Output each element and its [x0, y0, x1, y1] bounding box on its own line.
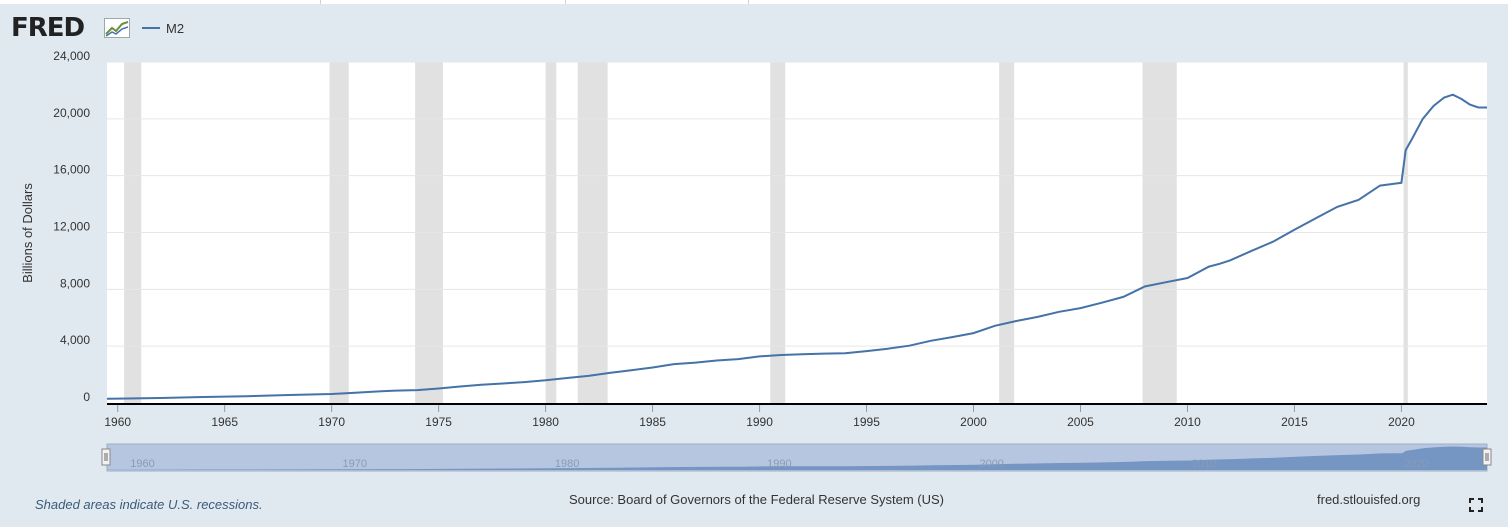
navigator-labels: 1960 1970 1980 1990 2000 2010 2020: [130, 458, 1428, 470]
source-text: Source: Board of Governors of the Federa…: [569, 492, 944, 507]
x-axis-ticks: 1960 1965 1970 1975 1980 1985 1990 1995 2000 2005…: [104, 404, 1415, 429]
fred-logo[interactable]: FRED: [11, 13, 85, 43]
y-tick-label: 20,000: [53, 106, 90, 120]
x-tick-label: 1960: [104, 415, 131, 429]
y-tick-label: 24,000: [53, 49, 90, 63]
site-link[interactable]: fred.stlouisfed.org: [1317, 492, 1421, 507]
x-tick-label: 2020: [1388, 415, 1415, 429]
grid-lines: [107, 61, 1487, 347]
top-strip: [0, 0, 1508, 4]
navigator-year-label: 2020: [1404, 458, 1428, 470]
x-tick-label: 2005: [1067, 415, 1094, 429]
x-tick-label: 1985: [639, 415, 666, 429]
navigator-left-handle[interactable]: [101, 448, 111, 466]
x-tick-label: 2010: [1174, 415, 1201, 429]
navigator-right-handle[interactable]: [1482, 448, 1492, 466]
navigator-year-label: 1990: [767, 458, 791, 470]
legend[interactable]: M2: [142, 20, 184, 36]
navigator-year-label: 2000: [979, 458, 1003, 470]
x-tick-label: 2015: [1281, 415, 1308, 429]
navigator-year-label: 1960: [130, 458, 154, 470]
y-axis-label: Billions of Dollars: [20, 183, 35, 283]
navigator-year-label: 2010: [1192, 458, 1216, 470]
chart-line-icon[interactable]: [104, 18, 130, 38]
y-tick-label: 12,000: [53, 220, 90, 234]
y-axis-ticks: 0 4,000 8,000 12,000 16,000 20,000 24,000: [53, 49, 90, 404]
navigator-series-area: [107, 446, 1487, 470]
series-line-m2[interactable]: [106, 93, 1487, 400]
x-tick-label: 1995: [853, 415, 880, 429]
y-tick-label: 8,000: [60, 276, 90, 290]
x-tick-label: 1965: [211, 415, 238, 429]
legend-swatch: [142, 27, 160, 29]
top-divider: [565, 0, 566, 4]
navigator-year-label: 1970: [343, 458, 367, 470]
x-tick-label: 1990: [746, 415, 773, 429]
top-divider: [320, 0, 321, 4]
x-tick-label: 1980: [532, 415, 559, 429]
recession-note: Shaded areas indicate U.S. recessions.: [35, 497, 263, 512]
navigator-year-label: 1980: [555, 458, 579, 470]
chart-area[interactable]: 0 4,000 8,000 12,000 16,000 20,000 24,000 1960…: [0, 40, 1508, 480]
legend-label: M2: [166, 20, 185, 36]
x-tick-label: 1975: [425, 415, 452, 429]
navigator[interactable]: 1960 1970 1980 1990 2000 2010 2020: [101, 443, 1492, 472]
y-tick-label: 4,000: [60, 333, 90, 347]
x-tick-label: 2000: [960, 415, 987, 429]
top-divider: [748, 0, 749, 4]
fullscreen-icon[interactable]: [1469, 498, 1483, 512]
y-tick-label: 16,000: [53, 163, 90, 177]
x-tick-label: 1970: [318, 415, 345, 429]
y-tick-label: 0: [83, 390, 90, 404]
